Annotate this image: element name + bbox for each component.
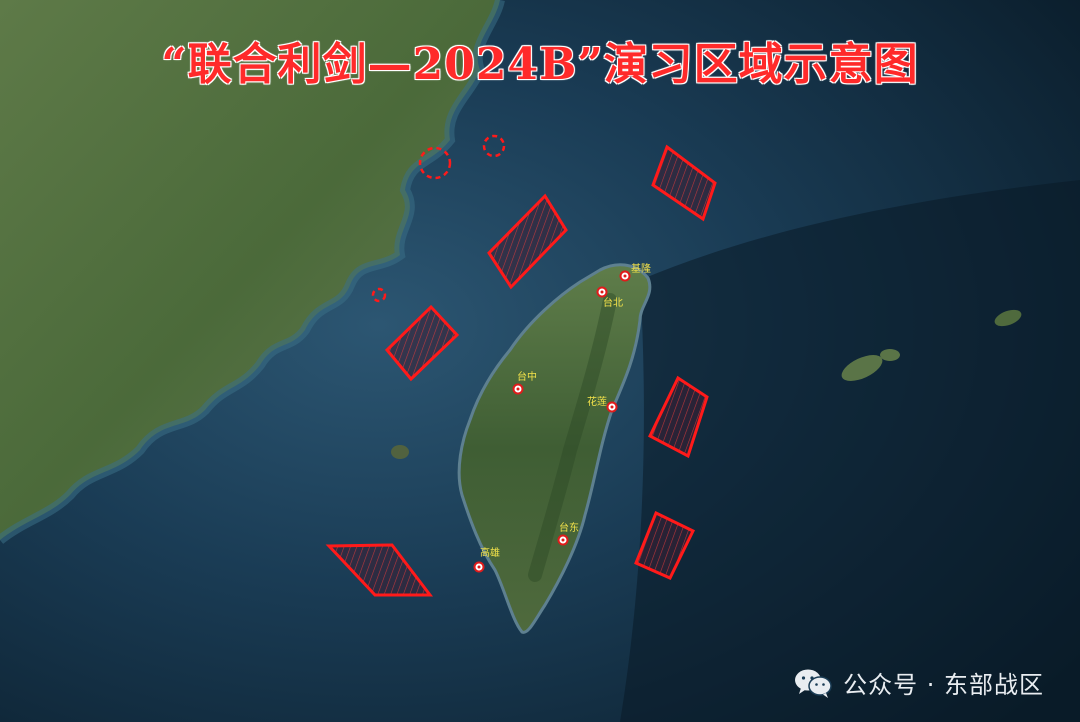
circle-zone-matsu xyxy=(418,146,452,180)
exercise-zone-south-west xyxy=(325,543,434,597)
exercise-zone-east-coast xyxy=(648,375,709,459)
watermark-text: 公众号 · 东部战区 xyxy=(843,671,1044,699)
central-mountain-range xyxy=(528,293,617,582)
city-label-hualien: 花莲 xyxy=(587,395,607,408)
circle-zones xyxy=(371,134,506,303)
exercise-zone-north-east xyxy=(651,144,717,222)
city-taipei: 台北 xyxy=(596,286,623,309)
exercise-zones xyxy=(325,144,717,597)
city-kaohsiung: 高雄 xyxy=(473,546,500,573)
exercise-zone-north-strait xyxy=(487,193,568,290)
east-island-2 xyxy=(880,349,900,361)
wechat-icon xyxy=(795,669,832,698)
city-label-kaohsiung: 高雄 xyxy=(480,546,500,559)
map-title: “联合利剑—2024B”演习区域示意图 xyxy=(161,39,919,90)
ocean-trench xyxy=(620,180,1080,722)
circle-zone-wuqiu xyxy=(482,134,506,158)
east-island-1 xyxy=(841,355,883,381)
mainland-landmass xyxy=(0,0,500,540)
penghu-islands xyxy=(391,445,409,459)
watermark: 公众号 · 东部战区 xyxy=(793,665,1044,700)
city-label-taichung: 台中 xyxy=(517,370,537,383)
exercise-zone-south-east xyxy=(634,510,696,580)
city-markers: 基隆 台北 台中 花莲 高雄 xyxy=(473,262,651,573)
city-hualien: 花莲 xyxy=(587,395,618,413)
exercise-zone-west-strait xyxy=(384,304,460,382)
mainland-coast-shelf xyxy=(0,0,505,544)
taiwan-landmass xyxy=(457,263,652,634)
circle-zone-kinmen xyxy=(371,287,387,303)
city-keelung: 基隆 xyxy=(619,262,651,282)
east-island-3 xyxy=(994,309,1022,327)
city-label-taipei: 台北 xyxy=(603,296,623,309)
city-label-taitung: 台东 xyxy=(559,521,579,534)
city-label-keelung: 基隆 xyxy=(631,262,651,275)
city-taichung: 台中 xyxy=(512,370,537,395)
city-taitung: 台东 xyxy=(557,521,579,546)
